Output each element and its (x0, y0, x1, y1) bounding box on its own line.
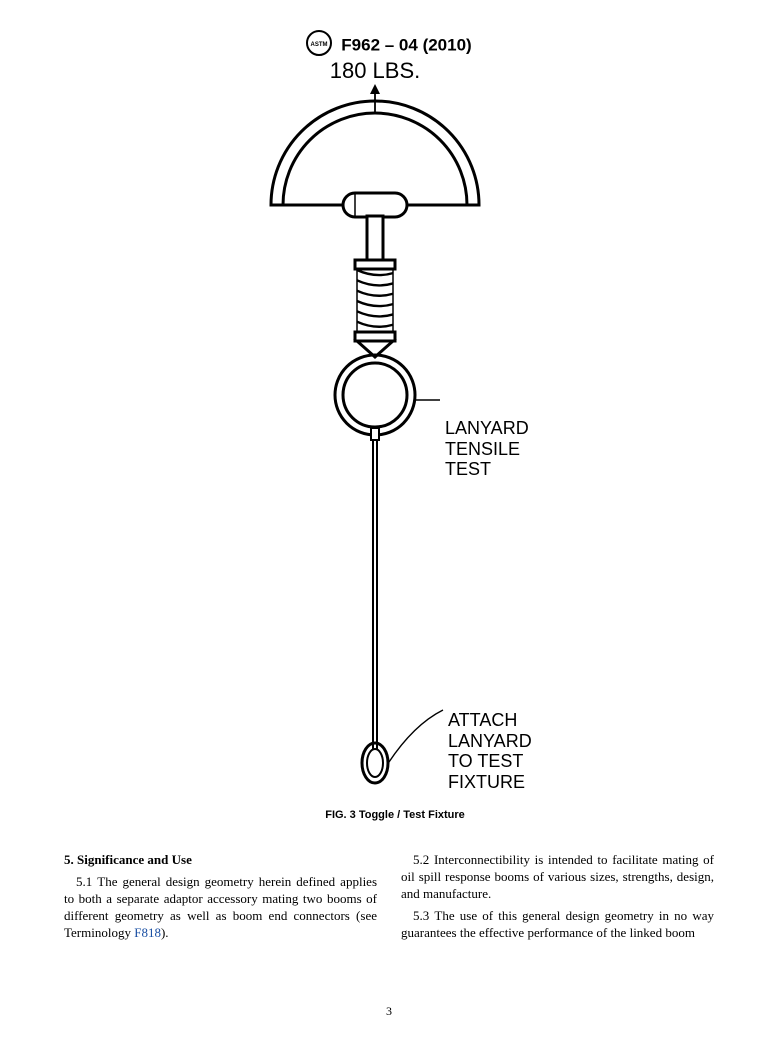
figure-caption: FIG. 3 Toggle / Test Fixture (245, 809, 545, 821)
para-5-2: 5.2 Interconnectibility is intended to f… (401, 852, 714, 903)
terminology-f818-link[interactable]: F818 (134, 925, 161, 940)
document-header: ASTM F962 – 04 (2010) (0, 30, 778, 61)
page-number: 3 (0, 1004, 778, 1019)
figure-3: 180 LBS. LANYARDTENSILETEST ATTACHLANYAR… (245, 60, 545, 821)
astm-logo-icon: ASTM (306, 30, 332, 61)
svg-text:ASTM: ASTM (311, 42, 328, 48)
annotation-attach-to-fixture: ATTACHLANYARDTO TESTFIXTURE (448, 710, 532, 793)
section-heading: 5. Significance and Use (64, 852, 377, 869)
para-5-1: 5.1 The general design geometry herein d… (64, 874, 377, 942)
body-text-columns: 5. Significance and Use 5.1 The general … (64, 852, 714, 946)
standard-designation: F962 – 04 (2010) (341, 36, 471, 55)
annotation-lanyard-tensile-test: LANYARDTENSILETEST (445, 418, 529, 480)
para-5-3: 5.3 The use of this general design geome… (401, 908, 714, 942)
svg-text:180 LBS.: 180 LBS. (330, 60, 421, 83)
